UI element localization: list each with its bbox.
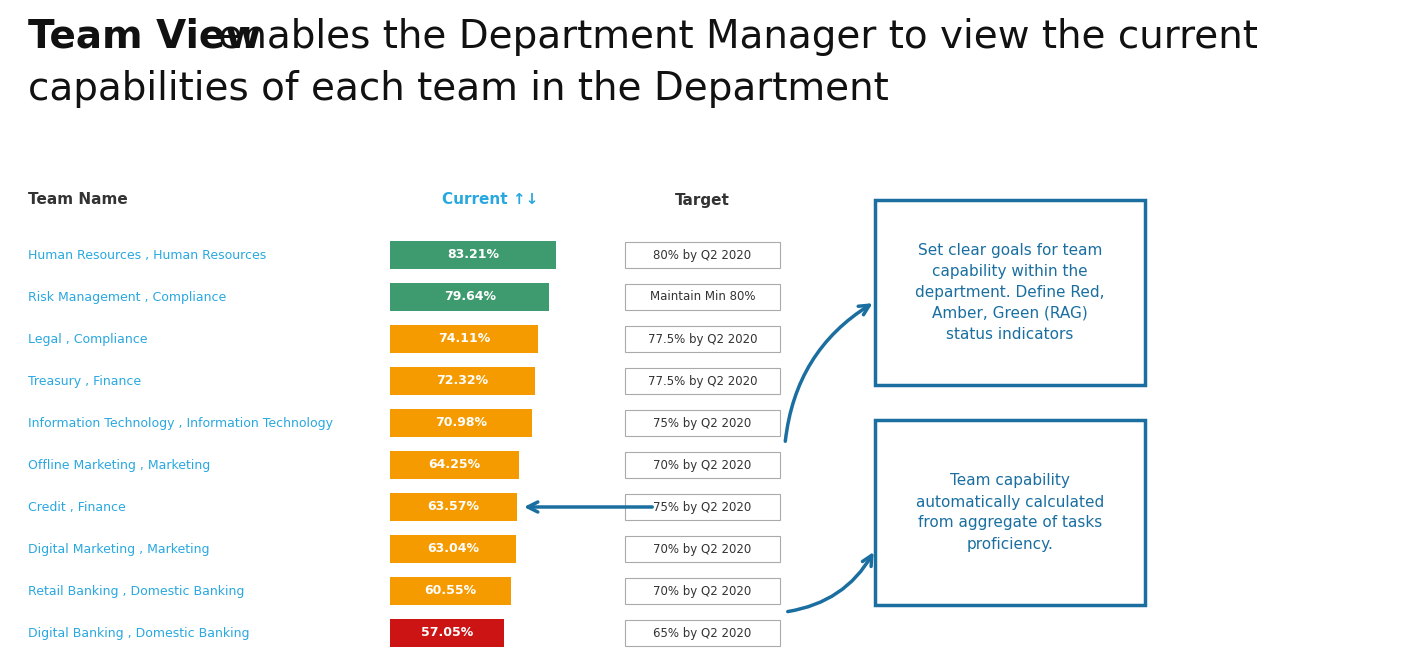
Text: Digital Marketing , Marketing: Digital Marketing , Marketing xyxy=(28,542,209,556)
FancyBboxPatch shape xyxy=(625,284,780,310)
Text: 75% by Q2 2020: 75% by Q2 2020 xyxy=(654,417,752,429)
Text: Target: Target xyxy=(675,192,731,208)
Text: capabilities of each team in the Department: capabilities of each team in the Departm… xyxy=(28,70,889,108)
Text: 77.5% by Q2 2020: 77.5% by Q2 2020 xyxy=(648,374,758,388)
Text: 77.5% by Q2 2020: 77.5% by Q2 2020 xyxy=(648,333,758,345)
Text: 83.21%: 83.21% xyxy=(447,249,500,261)
FancyBboxPatch shape xyxy=(390,367,534,395)
Text: Retail Banking , Domestic Banking: Retail Banking , Domestic Banking xyxy=(28,585,245,597)
FancyBboxPatch shape xyxy=(390,451,518,479)
FancyBboxPatch shape xyxy=(625,452,780,478)
FancyBboxPatch shape xyxy=(625,242,780,268)
FancyBboxPatch shape xyxy=(390,577,511,605)
FancyBboxPatch shape xyxy=(625,368,780,394)
Text: Legal , Compliance: Legal , Compliance xyxy=(28,333,148,345)
Text: 75% by Q2 2020: 75% by Q2 2020 xyxy=(654,501,752,513)
FancyBboxPatch shape xyxy=(390,619,504,647)
Text: 65% by Q2 2020: 65% by Q2 2020 xyxy=(654,626,752,640)
FancyBboxPatch shape xyxy=(625,326,780,352)
Text: 70% by Q2 2020: 70% by Q2 2020 xyxy=(654,458,752,472)
Text: 70% by Q2 2020: 70% by Q2 2020 xyxy=(654,585,752,597)
Text: Team Name: Team Name xyxy=(28,192,128,208)
Text: 70% by Q2 2020: 70% by Q2 2020 xyxy=(654,542,752,556)
Text: 72.32%: 72.32% xyxy=(436,374,488,388)
Text: Current ↑↓: Current ↑↓ xyxy=(441,192,538,208)
Text: 80% by Q2 2020: 80% by Q2 2020 xyxy=(654,249,752,261)
FancyBboxPatch shape xyxy=(390,535,515,563)
FancyBboxPatch shape xyxy=(390,283,550,311)
FancyBboxPatch shape xyxy=(625,620,780,646)
FancyBboxPatch shape xyxy=(625,578,780,604)
Text: 64.25%: 64.25% xyxy=(429,458,480,472)
FancyBboxPatch shape xyxy=(390,325,538,353)
Text: Risk Management , Compliance: Risk Management , Compliance xyxy=(28,290,226,304)
FancyBboxPatch shape xyxy=(625,410,780,436)
Text: Team capability
automatically calculated
from aggregate of tasks
proficiency.: Team capability automatically calculated… xyxy=(916,474,1104,552)
Text: Treasury , Finance: Treasury , Finance xyxy=(28,374,141,388)
Text: Team View: Team View xyxy=(28,18,261,56)
Text: 79.64%: 79.64% xyxy=(444,290,496,304)
FancyBboxPatch shape xyxy=(390,493,517,521)
Text: Human Resources , Human Resources: Human Resources , Human Resources xyxy=(28,249,266,261)
Text: Set clear goals for team
capability within the
department. Define Red,
Amber, Gr: Set clear goals for team capability with… xyxy=(916,243,1105,342)
Text: Credit , Finance: Credit , Finance xyxy=(28,501,125,513)
Text: Offline Marketing , Marketing: Offline Marketing , Marketing xyxy=(28,458,211,472)
Text: 74.11%: 74.11% xyxy=(439,333,490,345)
Text: 63.57%: 63.57% xyxy=(427,501,480,513)
FancyBboxPatch shape xyxy=(390,241,557,269)
FancyBboxPatch shape xyxy=(625,536,780,562)
Text: 70.98%: 70.98% xyxy=(434,417,487,429)
Text: enables the Department Manager to view the current: enables the Department Manager to view t… xyxy=(206,18,1257,56)
Text: 60.55%: 60.55% xyxy=(424,585,477,597)
FancyBboxPatch shape xyxy=(874,200,1145,385)
FancyBboxPatch shape xyxy=(390,409,533,437)
Text: Maintain Min 80%: Maintain Min 80% xyxy=(649,290,755,304)
FancyBboxPatch shape xyxy=(625,494,780,520)
Text: Information Technology , Information Technology: Information Technology , Information Tec… xyxy=(28,417,333,429)
FancyBboxPatch shape xyxy=(874,420,1145,605)
Text: Digital Banking , Domestic Banking: Digital Banking , Domestic Banking xyxy=(28,626,249,640)
Text: 63.04%: 63.04% xyxy=(427,542,478,556)
Text: 57.05%: 57.05% xyxy=(422,626,473,640)
